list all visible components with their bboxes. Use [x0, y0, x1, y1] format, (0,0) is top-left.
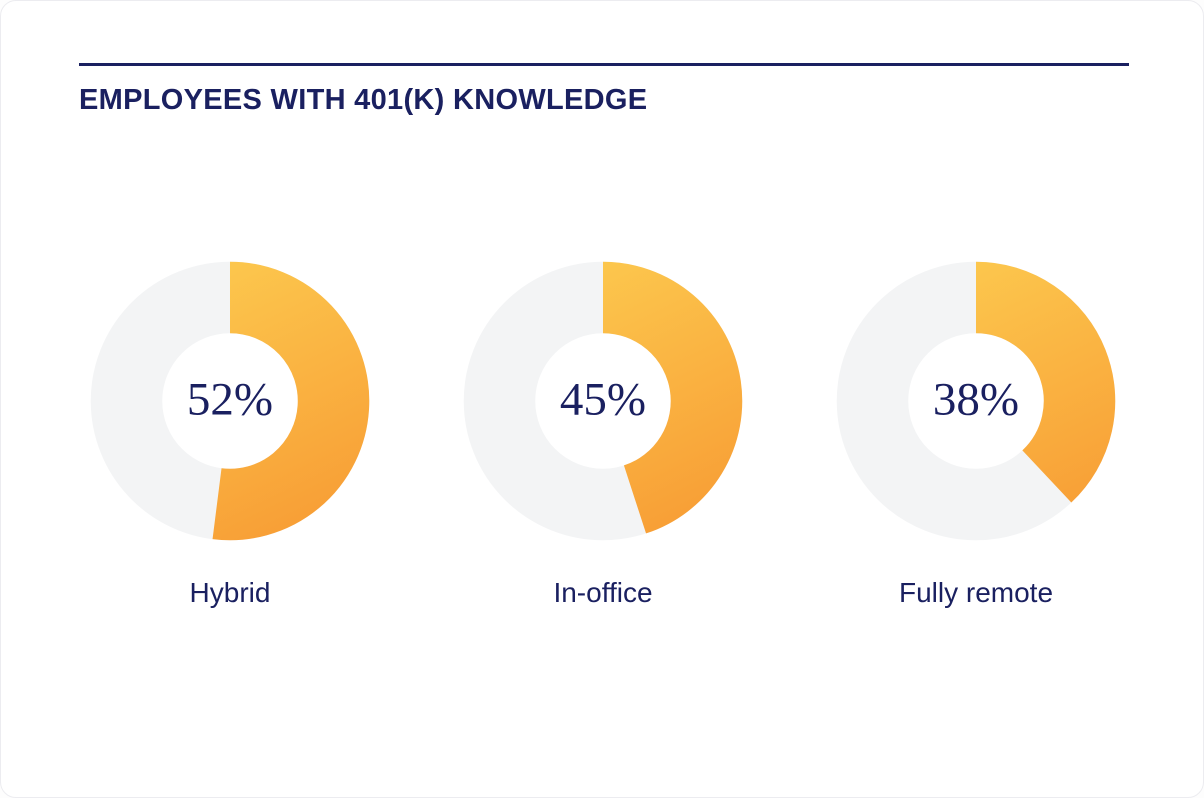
- donut-label: In-office: [553, 577, 653, 608]
- donut-arc: [601, 261, 743, 534]
- donut-graphic: 45%: [463, 261, 743, 541]
- donut-graphic: 38%: [836, 261, 1116, 541]
- donut-chart-fully-remote: 38% Fully remote: [836, 261, 1116, 609]
- donut-charts-row: 52% Hybrid 45% In-office: [79, 261, 1127, 609]
- donut-svg: [90, 261, 370, 541]
- donut-arc: [974, 261, 1116, 503]
- donut-value: 38%: [932, 373, 1020, 426]
- donut-svg: [836, 261, 1116, 541]
- chart-title: EMPLOYEES WITH 401(K) KNOWLEDGE: [79, 84, 648, 116]
- donut-chart-hybrid: 52% Hybrid: [90, 261, 370, 609]
- donut-graphic: 52%: [90, 261, 370, 541]
- donut-arc: [212, 261, 370, 541]
- donut-chart-in-office: 45% In-office: [463, 261, 743, 609]
- donut-label: Hybrid: [189, 577, 271, 608]
- donut-svg: [463, 261, 743, 541]
- donut-value: 45%: [559, 373, 647, 426]
- top-rule: [79, 63, 1129, 66]
- donut-label: Fully remote: [898, 577, 1054, 608]
- donut-value: 52%: [186, 373, 274, 426]
